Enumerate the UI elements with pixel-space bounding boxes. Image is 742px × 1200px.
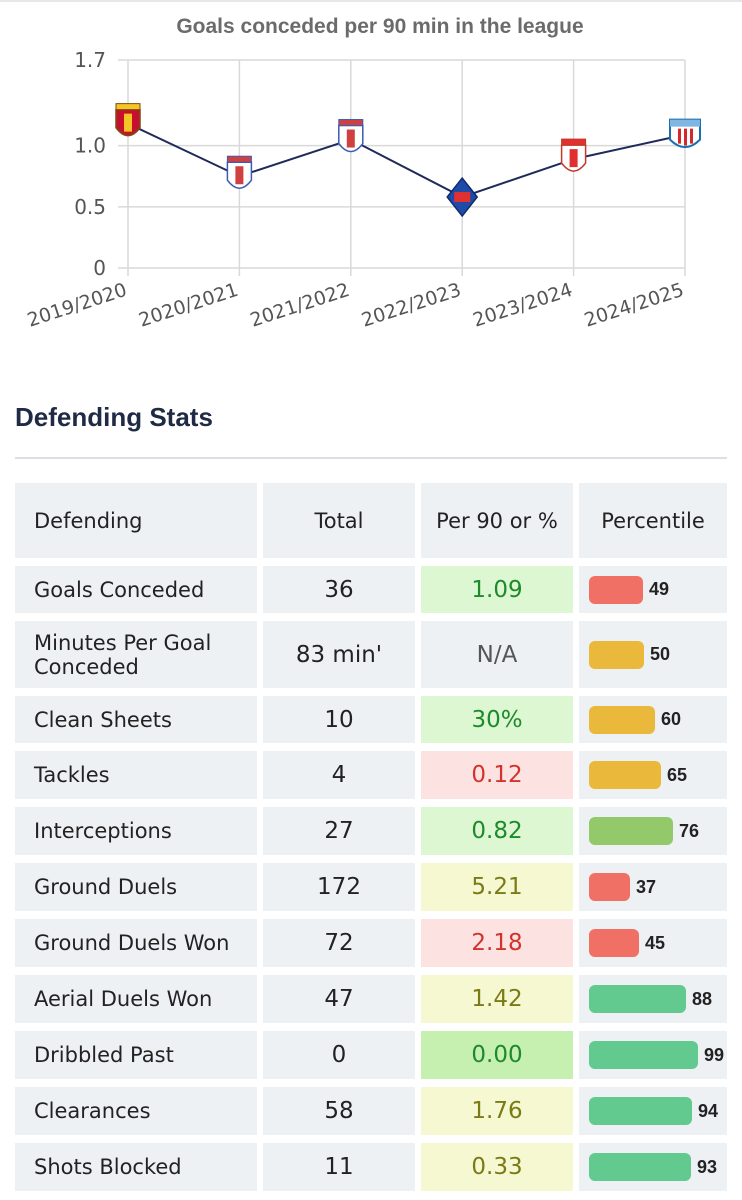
header-defending: Defending — [15, 483, 257, 558]
x-tick-label: 2019/2020 — [25, 279, 130, 332]
stat-per90: 0.00 — [421, 1031, 573, 1079]
stat-name: Minutes Per Goal Conceded — [15, 621, 257, 688]
stat-percentile: 99 — [579, 1031, 727, 1079]
stat-percentile: 45 — [579, 919, 727, 967]
percentile-value: 37 — [636, 876, 657, 897]
percentile-value: 93 — [697, 1156, 718, 1177]
chart-title: Goals conceded per 90 min in the league — [176, 15, 583, 38]
x-tick-label: 2020/2021 — [136, 279, 241, 332]
stat-total: 10 — [263, 696, 415, 743]
stat-percentile: 60 — [579, 696, 727, 743]
percentile-bar — [589, 575, 643, 604]
stat-per90: 1.42 — [421, 975, 573, 1023]
goals-conceded-chart: Goals conceded per 90 min in the league … — [25, 15, 701, 332]
stat-name: Ground Duels — [15, 863, 257, 911]
stat-name: Shots Blocked — [15, 1143, 257, 1191]
stat-name: Goals Conceded — [15, 566, 257, 613]
percentile-value: 45 — [645, 932, 666, 953]
top-divider — [0, 0, 742, 2]
stat-per90: 0.12 — [421, 751, 573, 799]
stat-per90: N/A — [421, 621, 573, 688]
stat-total: 83 min' — [263, 621, 415, 688]
club-crest-icon — [115, 103, 141, 137]
percentile-bar — [589, 985, 686, 1013]
stat-total: 36 — [263, 566, 415, 613]
percentile-bar — [589, 640, 644, 669]
y-tick-label: 1.7 — [74, 48, 106, 72]
stat-per90: 30% — [421, 696, 573, 743]
percentile-value: 99 — [704, 1044, 725, 1065]
stat-total: 11 — [263, 1143, 415, 1191]
percentile-bar — [589, 1041, 698, 1069]
stat-total: 4 — [263, 751, 415, 799]
stat-name: Tackles — [15, 751, 257, 799]
defending-stats-table: Defending Total Per 90 or % Percentile G… — [15, 483, 727, 1199]
chart-grid — [118, 59, 686, 276]
percentile-bar — [589, 705, 655, 734]
percentile-value: 65 — [667, 764, 688, 785]
stat-total: 172 — [263, 863, 415, 911]
percentile-bar — [589, 817, 673, 845]
y-tick-label: 0.5 — [74, 195, 106, 219]
header-percentile: Percentile — [579, 483, 727, 558]
x-tick-label: 2022/2023 — [359, 279, 464, 332]
header-per90: Per 90 or % — [421, 483, 573, 558]
percentile-bar — [589, 761, 661, 789]
percentile-bar — [589, 1153, 691, 1181]
club-crest-icon — [226, 155, 253, 189]
percentile-bar — [589, 1097, 692, 1125]
stat-percentile: 65 — [579, 751, 727, 799]
y-axis-ticks: 0 0.5 1.0 1.7 — [74, 48, 106, 280]
percentile-value: 94 — [698, 1100, 719, 1121]
percentile-value: 76 — [679, 820, 700, 841]
x-tick-label: 2021/2022 — [247, 279, 352, 332]
club-crest-icon — [338, 119, 364, 153]
x-tick-label: 2023/2024 — [470, 279, 575, 332]
club-crest-icon — [560, 138, 587, 172]
stat-total: 72 — [263, 919, 415, 967]
stat-per90: 1.09 — [421, 566, 573, 613]
stat-percentile: 88 — [579, 975, 727, 1023]
stat-percentile: 49 — [579, 566, 727, 613]
stat-per90: 1.76 — [421, 1087, 573, 1135]
percentile-value: 50 — [650, 644, 671, 664]
y-tick-label: 0 — [93, 256, 106, 280]
stat-percentile: 93 — [579, 1143, 727, 1191]
series-markers — [115, 103, 701, 218]
stat-percentile: 50 — [579, 621, 727, 688]
x-tick-label: 2024/2025 — [582, 279, 687, 332]
stat-name: Dribbled Past — [15, 1031, 257, 1079]
stat-total: 0 — [263, 1031, 415, 1079]
stat-per90: 0.33 — [421, 1143, 573, 1191]
stat-percentile: 76 — [579, 807, 727, 855]
percentile-bar — [589, 873, 630, 901]
stat-percentile: 94 — [579, 1087, 727, 1135]
section-divider — [15, 457, 727, 459]
stat-per90: 0.82 — [421, 807, 573, 855]
x-axis-ticks: 2019/2020 2020/2021 2021/2022 2022/2023 2023… — [25, 279, 687, 332]
stat-total: 47 — [263, 975, 415, 1023]
stat-name: Clean Sheets — [15, 696, 257, 743]
stat-name: Interceptions — [15, 807, 257, 855]
stat-per90: 5.21 — [421, 863, 573, 911]
section-title: Defending Stats — [15, 402, 213, 432]
percentile-bar — [589, 929, 639, 957]
percentile-value: 60 — [661, 709, 682, 729]
stat-per90: 2.18 — [421, 919, 573, 967]
lugo-crest-icon — [669, 118, 701, 149]
percentile-value: 49 — [649, 579, 670, 599]
stat-name: Clearances — [15, 1087, 257, 1135]
y-tick-label: 1.0 — [74, 134, 106, 158]
stat-total: 27 — [263, 807, 415, 855]
header-total: Total — [263, 483, 415, 558]
percentile-value: 88 — [692, 988, 713, 1009]
series-line — [127, 122, 686, 199]
stat-total: 58 — [263, 1087, 415, 1135]
stat-name: Aerial Duels Won — [15, 975, 257, 1023]
stat-name: Ground Duels Won — [15, 919, 257, 967]
club-crest-icon — [446, 176, 479, 218]
stat-percentile: 37 — [579, 863, 727, 911]
